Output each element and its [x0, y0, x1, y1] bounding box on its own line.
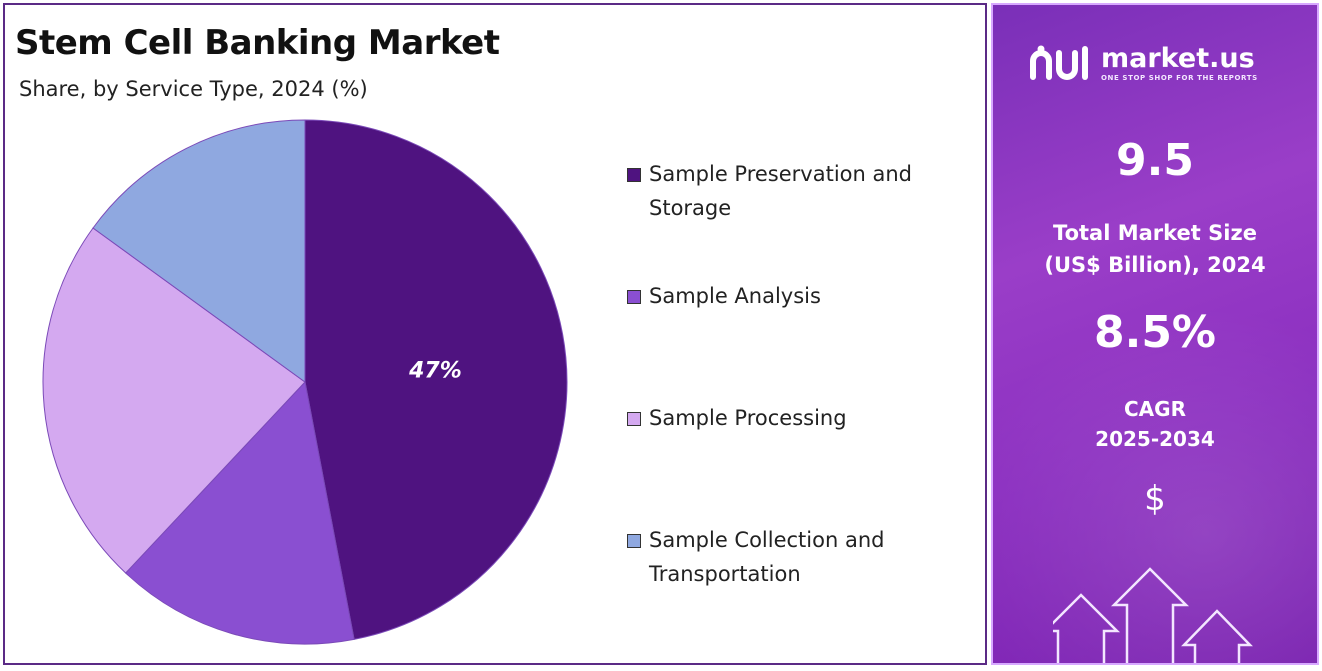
legend-item-collection: Sample Collection and Transportation — [627, 523, 967, 591]
cagr-label: CAGR — [1124, 397, 1186, 421]
legend-swatch-preservation — [627, 168, 641, 182]
brand-tagline: ONE STOP SHOP FOR THE REPORTS — [1101, 74, 1258, 82]
market-size-label: Total Market Size (US$ Billion), 2024 — [1044, 221, 1266, 277]
pie-data-label-preservation: 47% — [408, 359, 462, 384]
growth-arrows-icon — [1053, 567, 1253, 663]
cagr-period: 2025-2034 — [1095, 427, 1215, 451]
market-summary-panel: market.us ONE STOP SHOP FOR THE REPORTS … — [991, 3, 1319, 665]
legend-item-analysis: Sample Analysis — [627, 279, 967, 313]
chart-subtitle: Share, by Service Type, 2024 (%) — [19, 77, 368, 101]
pie-chart: 47% — [42, 119, 568, 645]
legend-item-preservation: Sample Preservation and Storage — [627, 157, 967, 225]
legend-item-processing: Sample Processing — [627, 401, 967, 435]
brand-logo: market.us ONE STOP SHOP FOR THE REPORTS — [1029, 43, 1258, 83]
background-glow — [993, 305, 1317, 663]
pie-slice-processing — [42, 227, 306, 574]
legend-label-analysis: Sample Analysis — [649, 284, 821, 308]
brand-name: market.us — [1101, 43, 1255, 74]
legend-swatch-processing — [627, 412, 641, 426]
legend-label-processing: Sample Processing — [649, 406, 847, 430]
pie-slice-preservation — [304, 119, 568, 640]
market-us-logo-icon — [1030, 45, 1088, 80]
pie-slice-collection — [92, 119, 306, 383]
legend-swatch-collection — [627, 534, 641, 548]
legend-label-preservation: Sample Preservation and Storage — [649, 162, 913, 220]
legend-label-collection: Sample Collection and Transportation — [649, 528, 885, 586]
legend-swatch-analysis — [627, 290, 641, 304]
market-size-value: 9.5 — [1116, 135, 1194, 186]
dollar-icon: $ — [1144, 479, 1166, 519]
chart-title: Stem Cell Banking Market — [15, 23, 500, 63]
cagr-value: 8.5% — [1093, 307, 1217, 358]
chart-panel: Stem Cell Banking Market Share, by Servi… — [3, 3, 987, 665]
pie-slice-analysis — [124, 380, 355, 645]
